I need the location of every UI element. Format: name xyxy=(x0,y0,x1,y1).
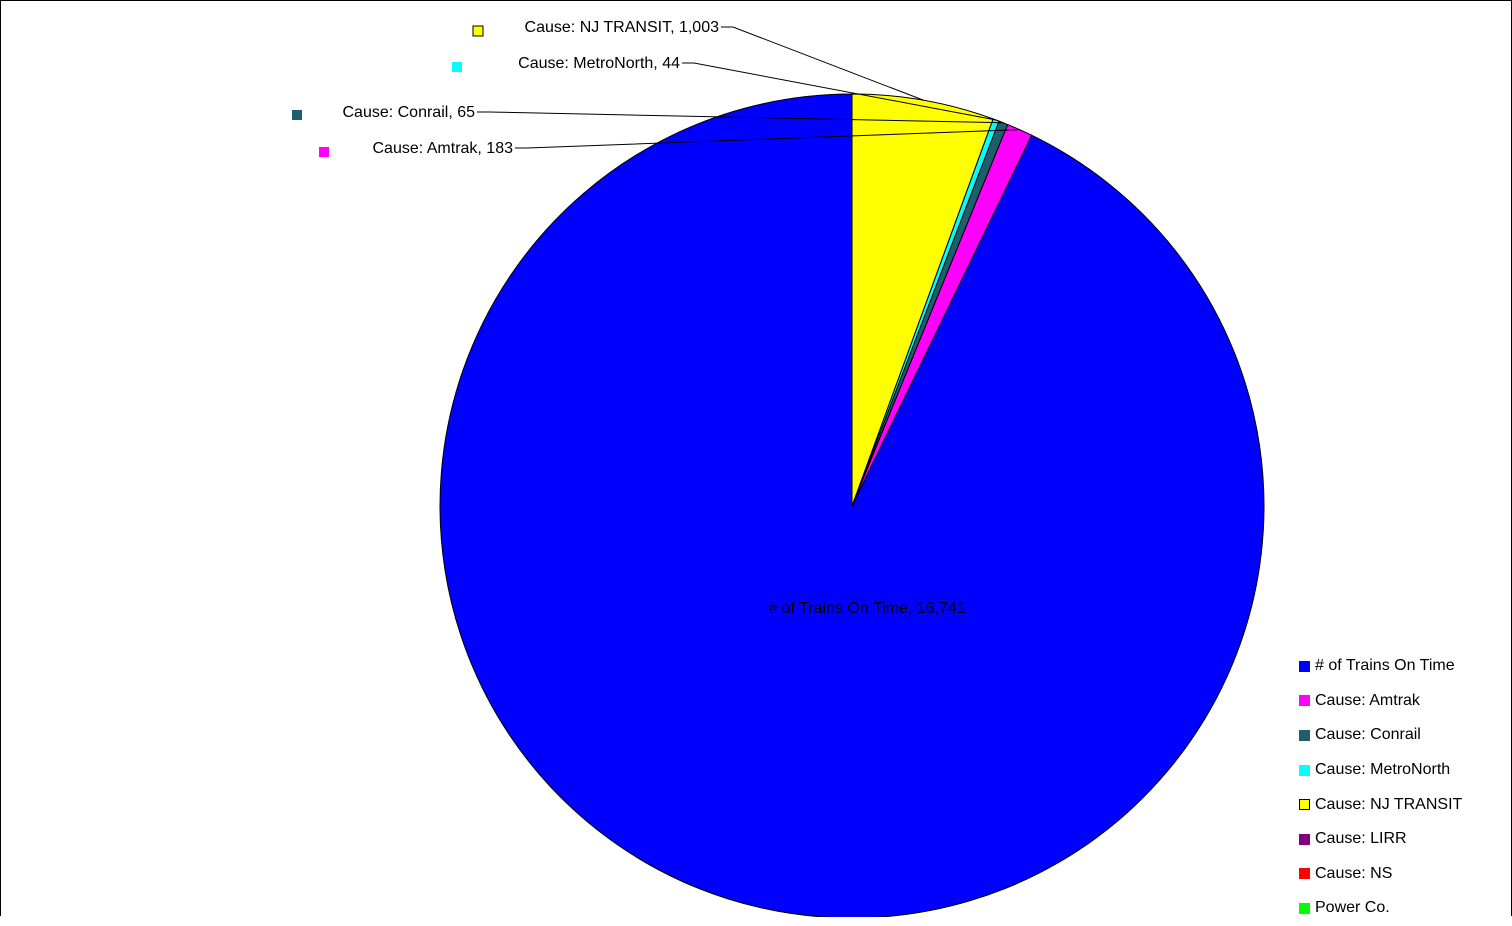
legend-item-amtrak: Cause: Amtrak xyxy=(1299,684,1462,719)
legend-item-nj-transit: Cause: NJ TRANSIT xyxy=(1299,787,1462,822)
leader-line-cause-conrail xyxy=(477,111,1004,124)
legend-item-ns: Cause: NS xyxy=(1299,857,1462,892)
leader-line-cause-nj-transit xyxy=(721,26,924,101)
data-label-of-trains-on-time: # of Trains On Time, 16,741 xyxy=(768,600,966,617)
legend-swatch xyxy=(1299,729,1310,741)
legend-item-lirr: Cause: LIRR xyxy=(1299,822,1462,857)
data-label-cause-conrail: Cause: Conrail, 65 xyxy=(342,104,475,121)
label-swatch-cause-conrail xyxy=(292,110,302,120)
legend-swatch xyxy=(1299,868,1310,880)
legend-label: Cause: Conrail xyxy=(1315,726,1421,744)
legend-label: # of Trains On Time xyxy=(1315,657,1455,675)
legend-swatch xyxy=(1299,764,1310,776)
label-swatch-cause-amtrak xyxy=(319,147,329,157)
legend-label: Cause: NS xyxy=(1315,864,1393,882)
legend-swatch xyxy=(1299,799,1310,811)
legend-item-metronorth: Cause: MetroNorth xyxy=(1299,753,1462,788)
data-labels: # of Trains On Time, 16,741 Cause: Amtrak… xyxy=(292,19,966,617)
legend-swatch xyxy=(1299,833,1310,845)
legend-swatch xyxy=(1299,695,1310,707)
leader-line-cause-metronorth xyxy=(682,62,997,121)
data-label-cause-metronorth: Cause: MetroNorth, 44 xyxy=(518,55,680,72)
legend: # of Trains On Time Cause: Amtrak Cause:… xyxy=(1299,649,1462,926)
data-label-cause-nj-transit: Cause: NJ TRANSIT, 1,003 xyxy=(525,19,720,36)
pie-slice-of-trains-on-time xyxy=(439,93,1265,917)
legend-label: Cause: LIRR xyxy=(1315,830,1407,848)
pie-slices xyxy=(439,93,1265,917)
legend-label: Power Co. xyxy=(1315,899,1390,917)
pie-slice-cause-nj-transit xyxy=(851,93,994,507)
legend-label: Cause: NJ TRANSIT xyxy=(1315,795,1463,813)
legend-label: Cause: Amtrak xyxy=(1315,691,1420,709)
legend-item-conrail: Cause: Conrail xyxy=(1299,718,1462,753)
data-label-cause-amtrak: Cause: Amtrak, 183 xyxy=(372,140,513,157)
legend-item-power-co: Power Co. xyxy=(1299,891,1462,926)
legend-label: Cause: MetroNorth xyxy=(1315,761,1451,779)
legend-swatch xyxy=(1299,660,1310,672)
leader-line-cause-amtrak xyxy=(515,129,1020,149)
leader-lines xyxy=(477,26,1020,149)
label-swatch-cause-nj-transit xyxy=(472,25,484,37)
legend-swatch xyxy=(1299,902,1310,914)
label-swatch-cause-metronorth xyxy=(452,62,462,72)
legend-item-on-time: # of Trains On Time xyxy=(1299,649,1462,684)
